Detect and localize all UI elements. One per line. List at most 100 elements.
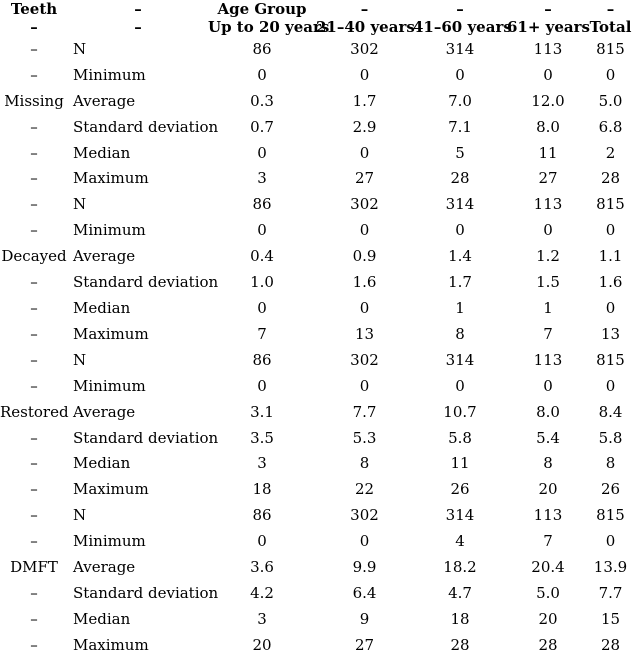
- value-total: 5.8: [598, 428, 623, 447]
- value-total: 0: [605, 221, 616, 240]
- value-61-plus: 8.0: [536, 402, 560, 421]
- value-21-40: 302: [350, 195, 379, 214]
- group-label: –: [30, 65, 38, 84]
- value-up-to-20: 0.7: [250, 117, 274, 136]
- value-61-plus: 8.0: [536, 117, 560, 136]
- value-41-60: 314: [445, 350, 475, 369]
- value-21-40: 0: [359, 65, 370, 84]
- value-61-plus: 20: [538, 609, 558, 628]
- group-label: DMFT: [10, 558, 58, 577]
- header-placeholder: –: [544, 0, 552, 18]
- value-total: 815: [596, 350, 625, 369]
- table-row: Restored Average 3.1 7.7 10.7 8.0 8.4: [0, 399, 632, 425]
- value-41-60: 18: [450, 609, 470, 628]
- value-up-to-20: 20: [252, 635, 272, 654]
- value-41-60: 5: [455, 143, 465, 162]
- value-up-to-20: 86: [252, 506, 272, 525]
- value-up-to-20: 0.4: [250, 247, 274, 266]
- value-21-40: 9.9: [352, 558, 377, 577]
- value-21-40: 302: [350, 506, 379, 525]
- stat-label: Median: [73, 299, 131, 318]
- value-61-plus: 5.4: [536, 428, 560, 447]
- value-up-to-20: 0: [257, 532, 267, 551]
- table-row: – Standard deviation 3.5 5.3 5.8 5.4 5.8: [0, 425, 632, 451]
- value-total: 5.0: [598, 91, 623, 110]
- value-total: 0: [605, 65, 616, 84]
- stat-label: Average: [73, 247, 136, 266]
- stat-label: Median: [73, 454, 131, 473]
- value-total: 2: [605, 143, 616, 162]
- value-21-40: 0: [359, 532, 370, 551]
- value-up-to-20: 3: [257, 169, 267, 188]
- stat-label: Median: [73, 143, 131, 162]
- group-label: Restored: [0, 402, 69, 421]
- value-21-40: 0: [359, 221, 370, 240]
- value-21-40: 27: [354, 169, 375, 188]
- value-total: 815: [596, 39, 625, 58]
- group-label: –: [30, 635, 38, 654]
- value-total: 1.1: [598, 247, 623, 266]
- value-61-plus: 7: [543, 324, 553, 343]
- table-row: – Minimum 0 0 0 0 0: [0, 62, 632, 88]
- table-row: Decayed Average 0.4 0.9 1.4 1.2 1.1: [0, 243, 632, 269]
- value-up-to-20: 3.5: [250, 428, 274, 447]
- header-up-to-20-years: Up to 20 years: [208, 18, 330, 36]
- value-21-40: 302: [350, 350, 379, 369]
- value-61-plus: 12.0: [531, 91, 565, 110]
- table-row: – Median 3 9 18 20 15: [0, 606, 632, 632]
- value-total: 0: [605, 532, 616, 551]
- value-total: 26: [600, 480, 621, 499]
- value-41-60: 18.2: [443, 558, 477, 577]
- value-up-to-20: 0.3: [250, 91, 274, 110]
- stat-label: Average: [73, 558, 136, 577]
- value-21-40: 6.4: [352, 583, 377, 602]
- value-61-plus: 7: [543, 532, 553, 551]
- value-total: 13: [600, 324, 621, 343]
- table-row: – Maximum 7 13 8 7 13: [0, 321, 632, 347]
- value-up-to-20: 1.0: [250, 273, 274, 292]
- value-41-60: 1: [455, 299, 465, 318]
- value-up-to-20: 0: [257, 299, 267, 318]
- stat-label: Minimum: [73, 376, 146, 395]
- value-total: 28: [600, 635, 621, 654]
- table-row: – Maximum 18 22 26 20 26: [0, 476, 632, 502]
- value-total: 6.8: [598, 117, 623, 136]
- value-up-to-20: 3: [257, 454, 267, 473]
- stat-label: Standard deviation: [73, 117, 219, 136]
- header-41-60-years: 41–60 years: [413, 18, 512, 36]
- value-61-plus: 113: [533, 350, 563, 369]
- header-placeholder: –: [134, 18, 142, 36]
- value-41-60: 7.0: [448, 91, 472, 110]
- table-row: – Minimum 0 0 0 0 0: [0, 217, 632, 243]
- value-21-40: 13: [354, 324, 375, 343]
- stat-label: Average: [73, 402, 136, 421]
- table-row: – Maximum 3 27 28 27 28: [0, 166, 632, 192]
- table-row: – Median 0 0 1 1 0: [0, 295, 632, 321]
- value-61-plus: 1.5: [536, 273, 560, 292]
- table-row: – Standard deviation 1.0 1.6 1.7 1.5 1.6: [0, 269, 632, 295]
- value-21-40: 9: [359, 609, 370, 628]
- value-41-60: 1.7: [448, 273, 472, 292]
- value-total: 1.6: [598, 273, 623, 292]
- value-up-to-20: 3.6: [250, 558, 274, 577]
- value-total: 0: [605, 299, 616, 318]
- header-teeth: Teeth: [10, 0, 58, 18]
- value-41-60: 26: [450, 480, 470, 499]
- value-41-60: 7.1: [448, 117, 472, 136]
- header-placeholder: –: [606, 0, 615, 18]
- table-row: – Median 0 0 5 11 2: [0, 140, 632, 166]
- stat-label: Maximum: [73, 169, 149, 188]
- group-label: –: [30, 583, 38, 602]
- value-total: 7.7: [598, 583, 623, 602]
- group-label: –: [30, 195, 38, 214]
- stat-label: N: [73, 506, 87, 525]
- header-21-40-years: 21–40 years: [316, 18, 415, 36]
- value-61-plus: 0: [543, 376, 553, 395]
- table-row: – Minimum 0 0 4 7 0: [0, 528, 632, 554]
- table-row: – Standard deviation 4.2 6.4 4.7 5.0 7.7: [0, 580, 632, 606]
- value-up-to-20: 86: [252, 39, 272, 58]
- value-41-60: 0: [455, 65, 465, 84]
- value-41-60: 5.8: [448, 428, 472, 447]
- value-up-to-20: 3.1: [250, 402, 274, 421]
